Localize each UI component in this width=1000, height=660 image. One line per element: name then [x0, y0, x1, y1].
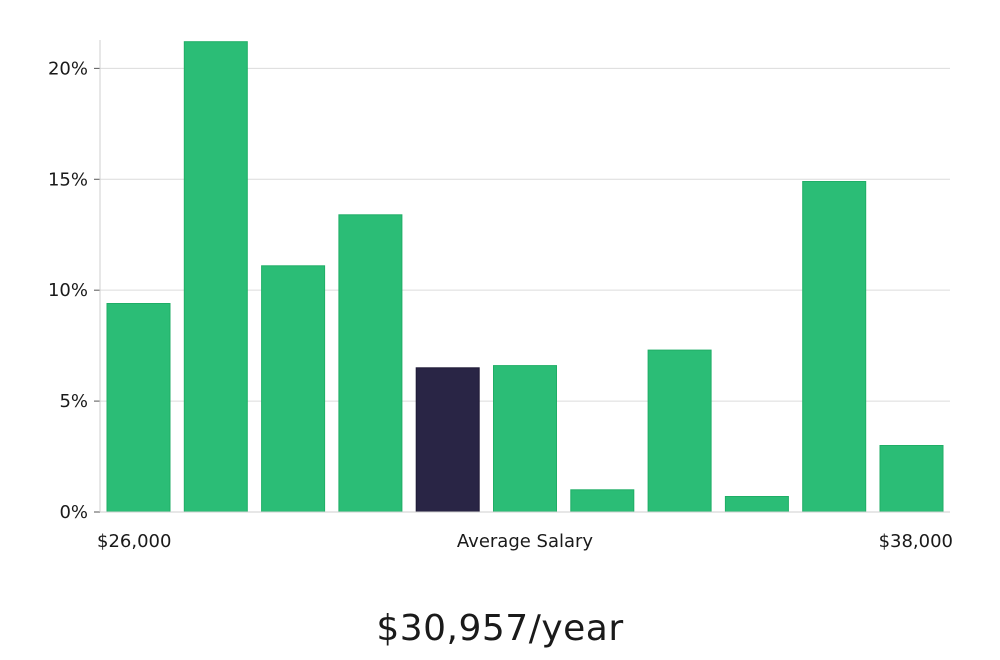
bar	[261, 265, 326, 513]
x-max-label: $38,000	[879, 531, 953, 552]
bars	[106, 41, 944, 513]
bar	[570, 489, 635, 513]
y-tick-label: 20%	[48, 58, 88, 79]
bar	[106, 303, 171, 513]
bar	[879, 445, 944, 513]
y-tick-label: 5%	[59, 391, 88, 412]
bar	[647, 349, 712, 513]
bar-highlighted	[415, 367, 480, 513]
x-axis-label: Average Salary	[457, 531, 594, 552]
bar	[338, 214, 403, 513]
salary-distribution-chart: 0% 5% 10% 15% 20% $26,000 Average Salary $38…	[48, 40, 953, 552]
x-min-label: $26,000	[97, 531, 171, 552]
y-tick-label: 15%	[48, 169, 88, 190]
bar	[802, 181, 867, 513]
bar	[183, 41, 248, 513]
y-axis-ticks: 0% 5% 10% 15% 20%	[48, 58, 100, 523]
y-tick-label: 10%	[48, 280, 88, 301]
bar	[493, 365, 557, 513]
y-tick-label: 0%	[59, 502, 88, 523]
average-salary-value: $30,957/year	[376, 608, 624, 649]
bar	[724, 496, 789, 513]
